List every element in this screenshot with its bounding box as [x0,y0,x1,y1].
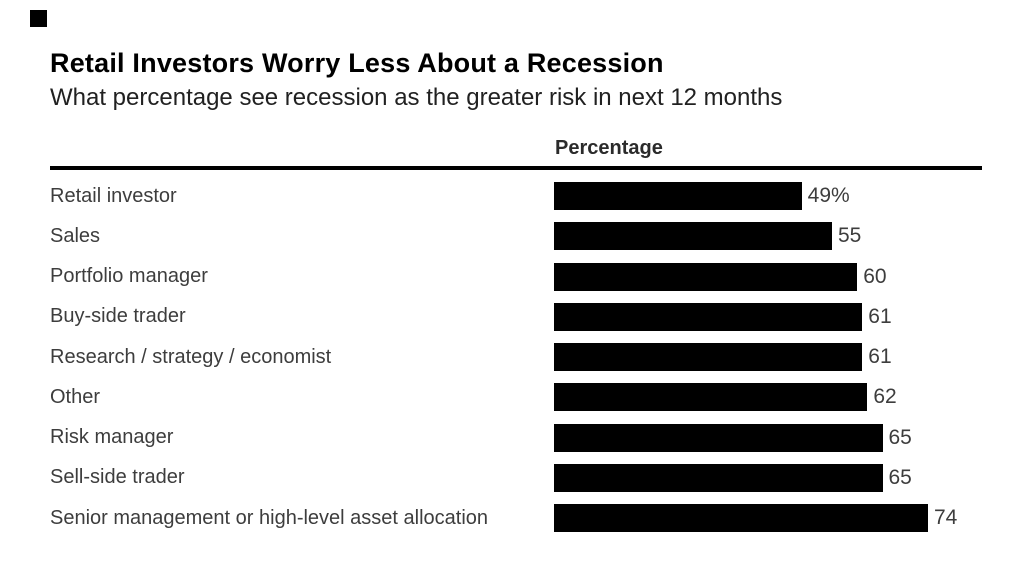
bar [554,343,863,372]
table-row: Sell-side trader 65 [50,458,1010,498]
category-label: Sell-side trader [50,466,185,489]
brand-square-icon [30,10,47,27]
chart-title: Retail Investors Worry Less About a Rece… [50,48,664,78]
category-label: Portfolio manager [50,265,208,288]
value-label: 61 [868,304,892,328]
value-label: 60 [863,264,887,288]
bar [554,302,863,331]
table-row: Buy-side trader 61 [50,297,1010,337]
table-row: Other 62 [50,377,1010,417]
value-label: 65 [888,465,912,489]
bar [554,222,832,251]
table-row: Risk manager 65 [50,418,1010,458]
category-label: Risk manager [50,426,174,449]
category-label: Research / strategy / economist [50,345,332,368]
value-label: 49% [807,184,850,208]
table-row: Sales 55 [50,216,1010,256]
table-row: Research / strategy / economist 61 [50,337,1010,377]
bar [554,262,858,291]
bar-rows: Retail investor 49% Sales 55 Portfolio manag… [50,176,1010,538]
category-label: Senior management or high-level asset al… [50,506,489,529]
category-label: Retail investor [50,184,177,207]
category-label: Other [50,385,101,408]
table-row: Portfolio manager 60 [50,257,1010,297]
value-label: 62 [873,385,897,409]
value-label: 74 [934,506,958,530]
value-label: 61 [868,345,892,369]
category-label: Sales [50,224,101,247]
value-label: 55 [837,224,862,248]
bar [554,383,868,412]
table-row: Senior management or high-level asset al… [50,498,1010,538]
bar [554,423,883,452]
chart-subtitle: What percentage see recession as the gre… [50,84,783,111]
bar [554,182,802,211]
table-row: Retail investor 49% [50,176,1010,216]
bar [554,463,883,492]
header-divider [50,166,982,170]
value-label: 65 [888,425,912,449]
category-label: Buy-side trader [50,305,186,328]
bar [554,504,928,533]
column-header-percentage: Percentage [555,137,663,159]
